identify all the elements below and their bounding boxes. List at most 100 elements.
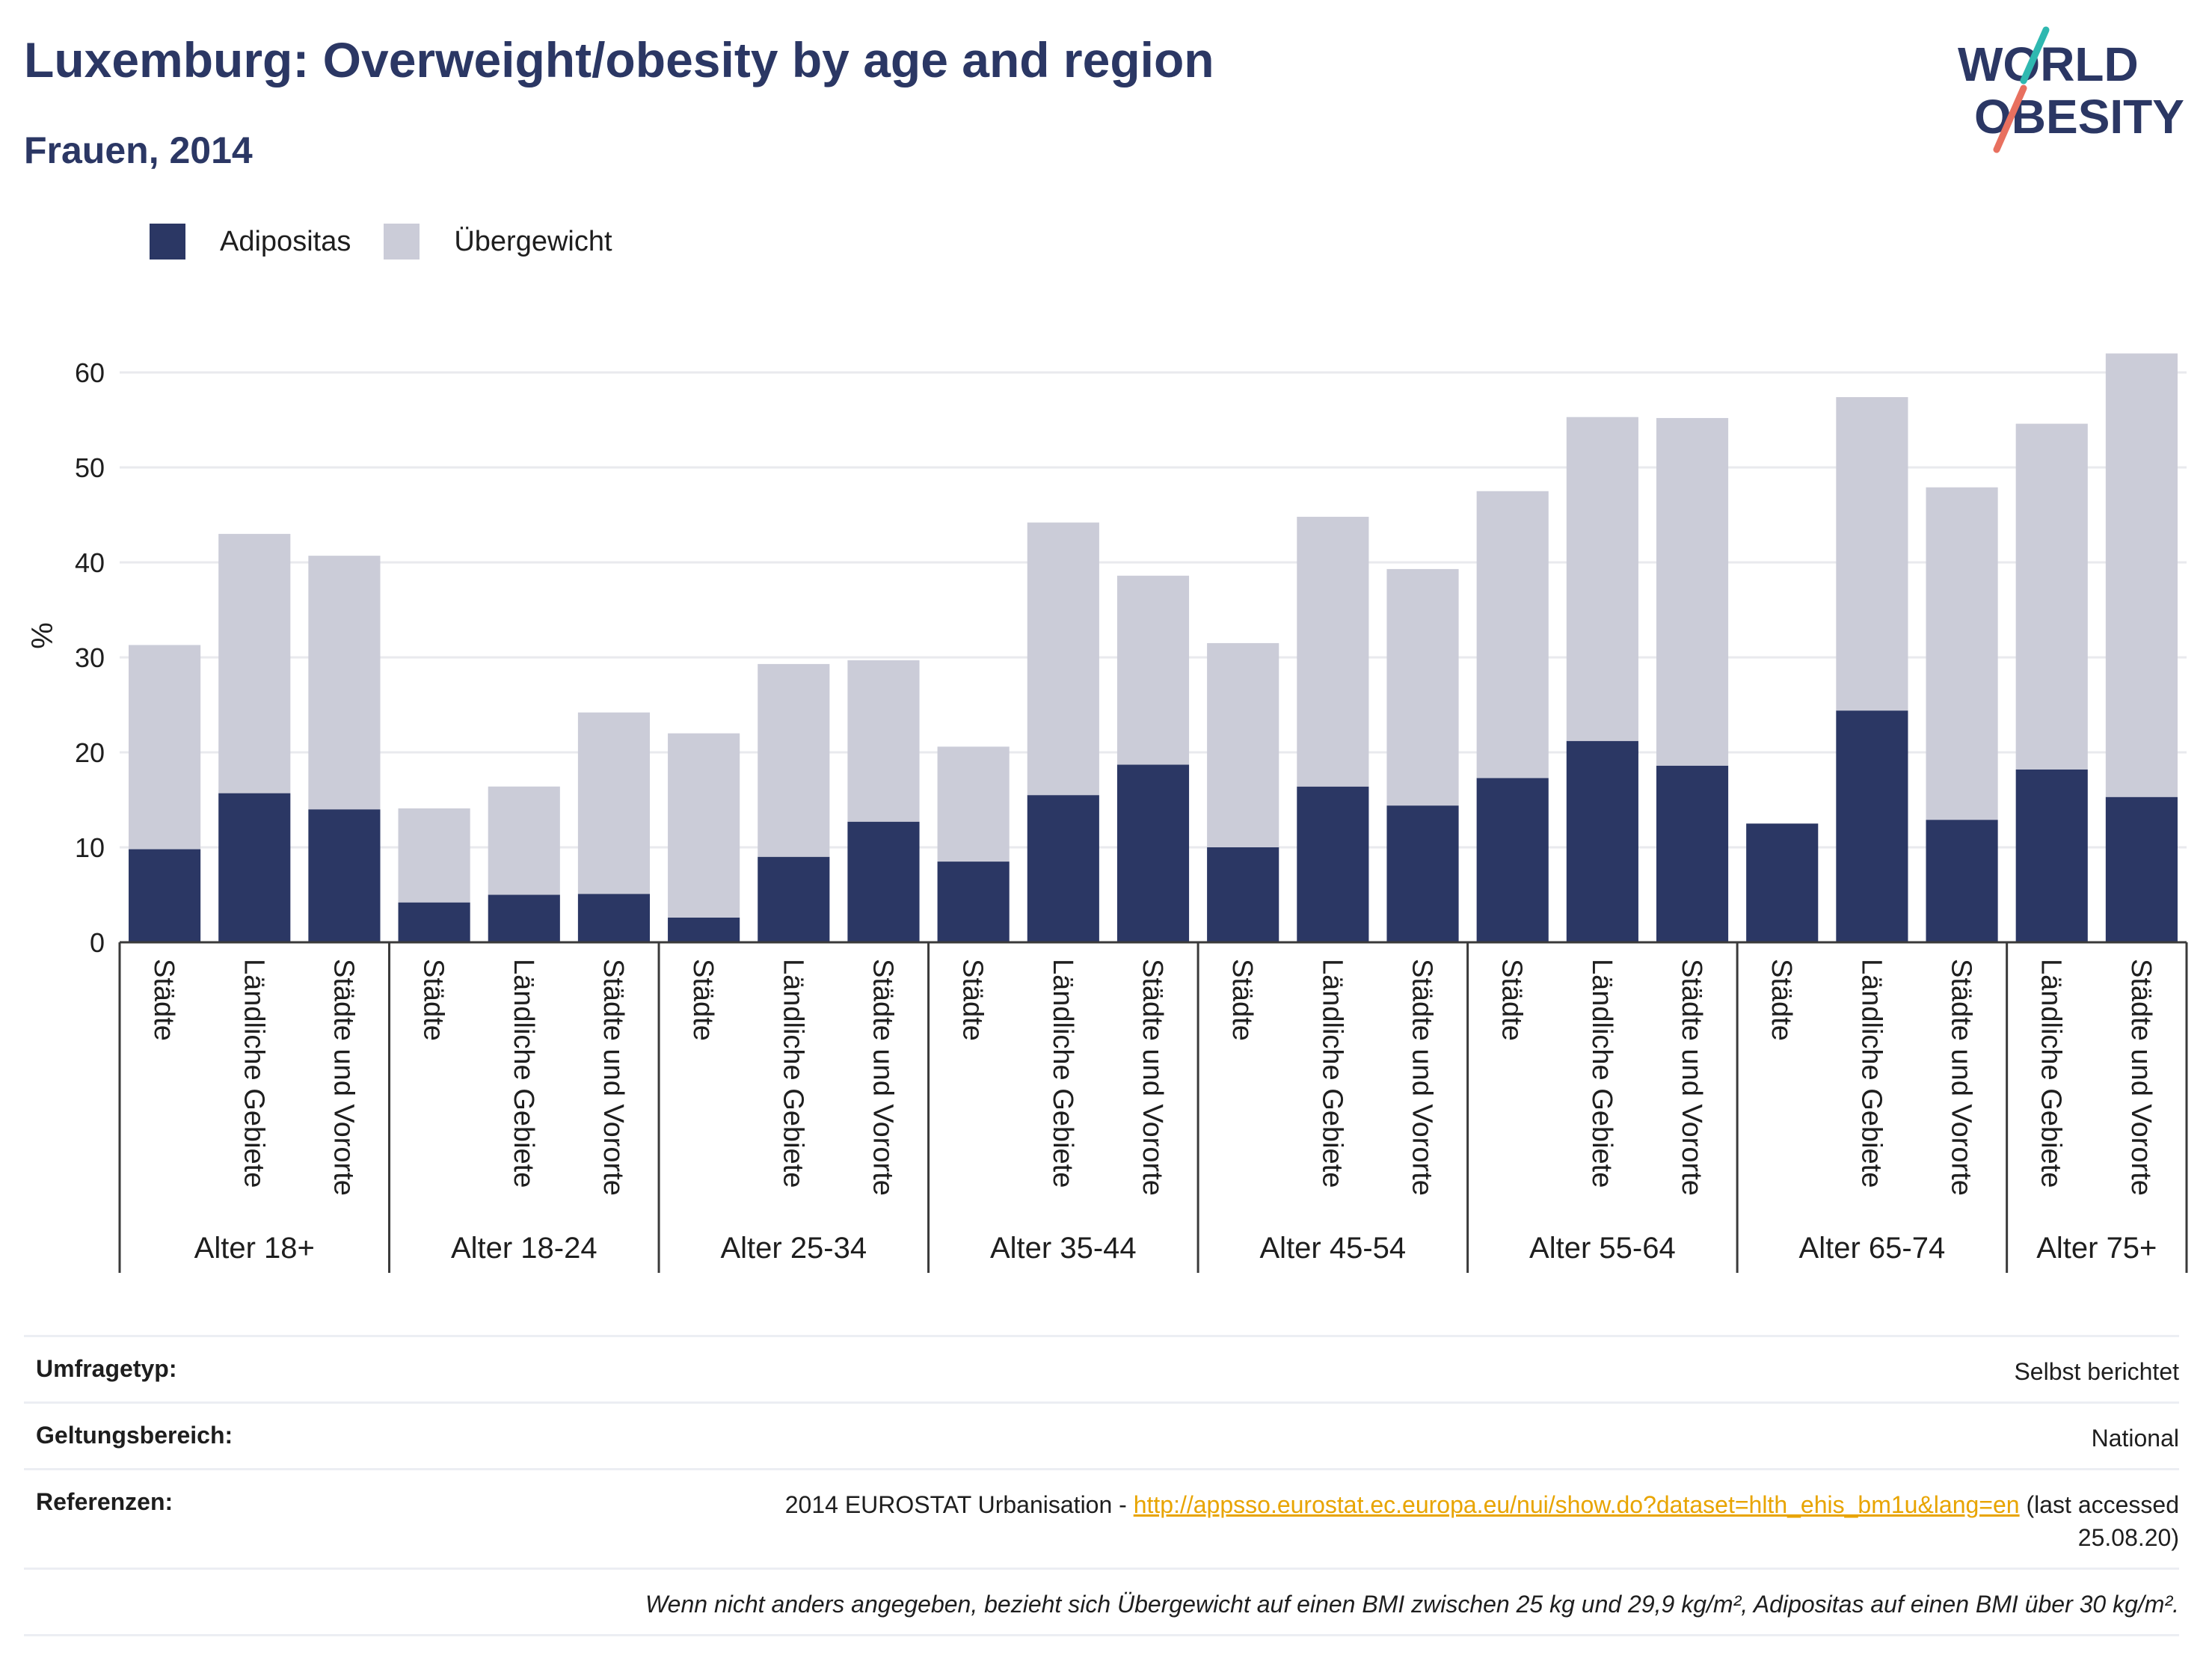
bar-adipositas [1746,823,1819,942]
footnote-text: Wenn nicht anders angegeben, bezieht sic… [645,1591,2179,1618]
bar-adipositas [1656,765,1729,942]
bar-adipositas [758,856,830,942]
bar-uebergewicht [1926,487,1998,820]
group-label: Alter 25-34 [720,1232,867,1265]
stacked-bar-chart: 0 10 20 30 40 50 60% Städte Ländliche Gebiete Stä… [26,353,2188,1273]
legend-label-adipositas: Adipositas [220,225,351,257]
logo-line1: WORLD [1958,37,2139,91]
info-table: Umfragetyp: Selbst berichtet Geltungsber… [24,1335,2179,1636]
bar-adipositas [1116,764,1190,942]
bar-uebergewicht [577,712,651,894]
bar-uebergewicht [218,533,291,793]
bar-adipositas [2015,769,2088,942]
y-tick-label: 40 [75,547,105,578]
reference-accessed: (last accessed [2019,1491,2179,1518]
category-label: Städte [957,959,989,1041]
y-tick-label: 20 [75,737,105,768]
bar-uebergewicht [937,746,1010,862]
category-label: Städte und Vororte [1676,959,1707,1196]
category-label: Städte und Vororte [1407,959,1438,1196]
chart-title: Luxemburg: Overweight/obesity by age and… [24,32,1214,87]
legend-item-uebergewicht: Übergewicht [384,224,612,260]
chart-subtitle: Frauen, 2014 [24,129,253,171]
category-label: Städte [1496,959,1528,1041]
logo-slash-coral [1993,85,2027,153]
legend-label-uebergewicht: Übergewicht [454,225,612,257]
bar-adipositas [398,902,470,942]
reference-source: 2014 EUROSTAT Urbanisation - [784,1491,1134,1518]
bar-adipositas [2105,796,2178,942]
bar-uebergewicht [398,808,470,903]
category-label: Ländliche Gebiete [508,959,539,1188]
legend-swatch-uebergewicht [384,224,420,260]
bar-adipositas [847,821,920,942]
category-label: Ländliche Gebiete [1047,959,1078,1188]
group-label: Alter 35-44 [990,1232,1137,1265]
bar-adipositas [218,793,291,942]
bar-uebergewicht [1476,491,1549,779]
scope-label: Geltungsbereich: [36,1422,233,1449]
bar-adipositas [1027,795,1099,942]
bar-adipositas [1207,847,1279,942]
bar-adipositas [1476,778,1549,942]
info-row-references: Referenzen: 2014 EUROSTAT Urbanisation -… [24,1468,2179,1568]
category-label: Städte [418,959,449,1041]
y-axis-label: % [26,622,59,649]
category-label: Städte [148,959,179,1041]
bar-adipositas [1566,740,1638,942]
group-label: Alter 18-24 [451,1232,597,1265]
bar-adipositas [129,849,201,942]
y-tick-label: 60 [75,357,105,388]
y-tick-label: 30 [75,642,105,673]
group-label: Alter 65-74 [1799,1232,1946,1265]
group-label: Alter 55-64 [1529,1232,1676,1265]
bar-uebergewicht [308,556,381,810]
bar-adipositas [577,894,651,942]
group-label: Alter 75+ [2036,1232,2157,1265]
category-label: Ländliche Gebiete [1855,959,1887,1188]
bar-adipositas [1386,805,1459,942]
bar-uebergewicht [1297,517,1369,787]
survey-label: Umfragetyp: [36,1355,177,1382]
bar-uebergewicht [758,663,830,857]
info-row-scope: Geltungsbereich: National [24,1401,2179,1468]
bar-uebergewicht [847,660,920,822]
category-label: Städte [1766,959,1797,1041]
category-label: Städte und Vororte [867,959,898,1196]
y-tick-label: 0 [90,927,105,958]
scope-value: National [2091,1425,2179,1452]
category-label: Städte und Vororte [328,959,359,1196]
world-obesity-logo: WORLD OBESITY [1958,26,2184,153]
group-label: Alter 18+ [194,1232,315,1265]
bar-adipositas [668,917,740,942]
bar-uebergewicht [488,786,560,895]
category-label: Städte und Vororte [2125,959,2157,1196]
bar-uebergewicht [2105,353,2178,797]
group-label: Alter 45-54 [1260,1232,1407,1265]
reference-link[interactable]: http://appsso.eurostat.ec.europa.eu/nui/… [1133,1491,2020,1518]
references-value: 2014 EUROSTAT Urbanisation - http://apps… [785,1488,2179,1554]
bar-uebergewicht [1116,575,1190,765]
category-label: Ländliche Gebiete [2036,959,2067,1188]
info-row-footnote: Wenn nicht anders angegeben, bezieht sic… [24,1568,2179,1636]
bar-uebergewicht [1836,397,1908,711]
category-label: Ländliche Gebiete [238,959,269,1188]
category-label: Ländliche Gebiete [1586,959,1617,1188]
category-label: Städte und Vororte [1137,959,1168,1196]
bar-uebergewicht [1027,522,1099,796]
category-label: Ländliche Gebiete [1316,959,1348,1188]
bar-adipositas [1926,820,1998,942]
bar-adipositas [308,809,381,942]
bar-adipositas [488,894,560,942]
info-row-survey: Umfragetyp: Selbst berichtet [24,1335,2179,1401]
bar-uebergewicht [1566,417,1638,741]
bar-uebergewicht [668,733,740,918]
y-tick-label: 10 [75,832,105,863]
category-label: Städte [1226,959,1258,1041]
references-label: Referenzen: [36,1488,173,1515]
category-label: Städte [687,959,719,1041]
logo-slash-teal [2020,26,2050,85]
legend-item-adipositas: Adipositas [150,224,351,260]
category-label: Ländliche Gebiete [777,959,808,1188]
bar-adipositas [1297,786,1369,942]
